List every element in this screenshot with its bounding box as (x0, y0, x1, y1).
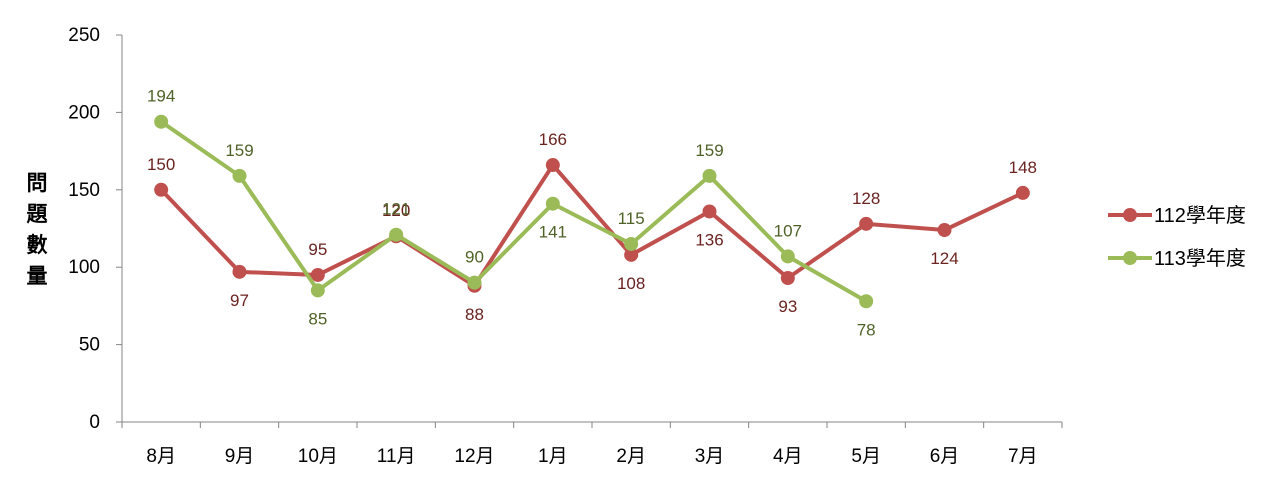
point (780, 249, 795, 264)
y-tick-label: 150 (68, 180, 100, 201)
y-tick-label: 0 (89, 412, 100, 433)
x-tick-label: 10月 (298, 446, 338, 467)
data-label: 115 (618, 209, 645, 228)
data-label: 128 (852, 189, 880, 208)
point (232, 168, 247, 183)
legend-marker (1123, 208, 1137, 222)
point (310, 267, 325, 282)
y-tick-label: 250 (68, 25, 100, 46)
point (389, 227, 404, 242)
data-label: 88 (465, 305, 484, 324)
data-label: 148 (1009, 158, 1037, 177)
x-tick-label: 1月 (538, 446, 568, 467)
data-label: 85 (308, 309, 327, 328)
point (780, 271, 795, 286)
data-label: 159 (225, 141, 253, 160)
point (154, 182, 169, 197)
point (545, 158, 560, 173)
data-label: 95 (308, 240, 327, 259)
x-tick-label: 12月 (454, 446, 494, 467)
point (467, 275, 482, 290)
point (310, 283, 325, 298)
x-tick-label: 11月 (377, 446, 416, 467)
data-label: 93 (778, 297, 797, 316)
data-label: 141 (539, 223, 567, 242)
data-label: 136 (695, 230, 723, 249)
x-tick-label: 4月 (773, 446, 803, 467)
point (624, 247, 639, 262)
point (859, 294, 874, 309)
x-tick-label: 5月 (851, 446, 881, 467)
x-tick-label: 8月 (146, 446, 176, 467)
legend-label: 113學年度 (1154, 247, 1246, 270)
data-label: 97 (230, 291, 249, 310)
series-line (160, 120, 868, 303)
point (702, 204, 717, 219)
data-label: 150 (147, 155, 175, 174)
data-label: 124 (930, 249, 958, 268)
x-tick-label: 3月 (695, 446, 725, 467)
point (702, 168, 717, 183)
y-tick-label: 100 (68, 257, 100, 278)
y-tick-label: 200 (68, 102, 100, 123)
data-label: 159 (695, 141, 723, 160)
point (624, 236, 639, 251)
point (545, 196, 560, 211)
point (232, 264, 247, 279)
data-label: 78 (857, 320, 876, 339)
data-label: 90 (465, 248, 484, 267)
x-tick-label: 2月 (616, 446, 646, 467)
x-tick-label: 9月 (225, 446, 255, 467)
data-label: 107 (774, 221, 802, 240)
data-label: 120 (382, 201, 410, 220)
data-label: 121 (382, 200, 410, 219)
data-label: 108 (617, 274, 645, 293)
y-tick-label: 50 (79, 335, 100, 356)
point (154, 114, 169, 129)
x-tick-label: 7月 (1008, 446, 1038, 467)
data-label: 166 (539, 130, 567, 149)
legend-marker (1123, 251, 1137, 265)
point (937, 223, 952, 238)
data-label: 194 (147, 87, 175, 106)
legend-label: 112學年度 (1154, 204, 1246, 227)
x-tick-label: 6月 (930, 446, 960, 467)
point (1015, 185, 1030, 200)
y-axis-label: 問題數量 (26, 172, 48, 288)
point (859, 216, 874, 231)
